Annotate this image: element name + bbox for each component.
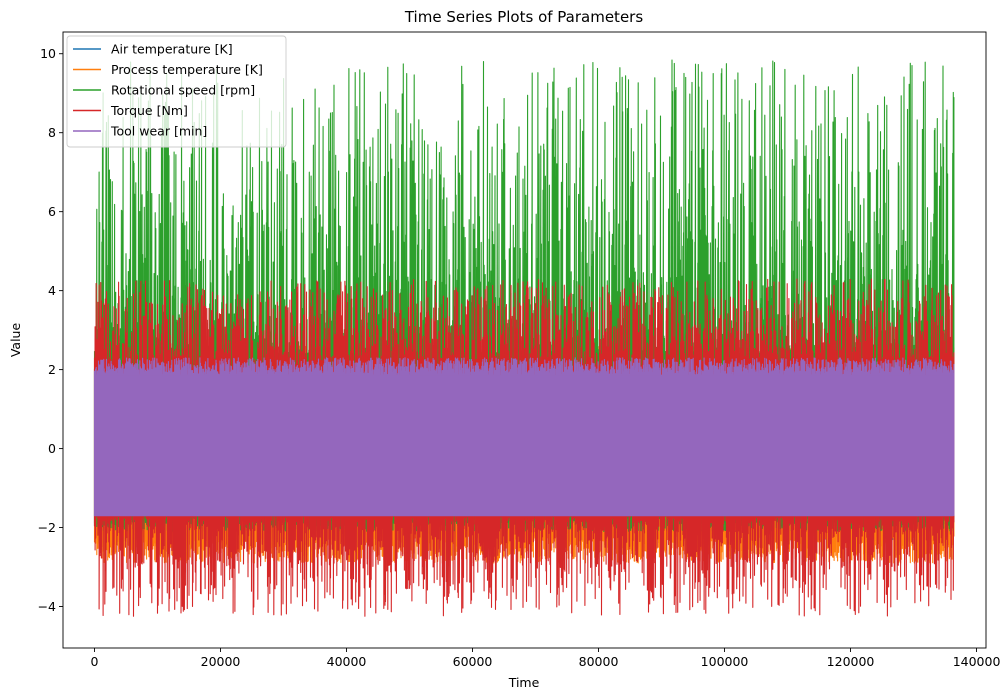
legend-label: Air temperature [K] — [111, 42, 233, 57]
x-tick-label: 100000 — [701, 654, 749, 669]
tool-wear-band — [94, 375, 954, 516]
x-tick-label: 0 — [91, 654, 99, 669]
x-tick-label: 20000 — [201, 654, 241, 669]
x-tick-label: 60000 — [453, 654, 493, 669]
x-tick-label: 120000 — [827, 654, 875, 669]
x-axis-title: Time — [508, 675, 540, 690]
legend-label: Tool wear [min] — [110, 124, 207, 139]
x-tick-label: 80000 — [579, 654, 619, 669]
y-tick-label: 8 — [48, 125, 56, 140]
y-tick-label: 4 — [48, 283, 56, 298]
y-tick-label: 6 — [48, 204, 56, 219]
y-axis: −4 −2 0 2 4 6 8 10 — [38, 46, 63, 614]
legend: Air temperature [K] Process temperature [… — [66, 35, 287, 148]
x-axis: 0 20000 40000 60000 80000 100000 120000 140000 — [91, 648, 1001, 669]
y-tick-label: 2 — [48, 362, 56, 377]
legend-label: Process temperature [K] — [111, 62, 263, 77]
legend-box — [66, 35, 287, 148]
y-axis-title: Value — [8, 323, 23, 358]
y-tick-label: 0 — [48, 441, 56, 456]
series-layer — [93, 59, 955, 617]
y-tick-label: −4 — [38, 599, 56, 614]
x-tick-label: 140000 — [953, 654, 1001, 669]
legend-label: Rotational speed [rpm] — [111, 83, 255, 98]
y-tick-label: −2 — [38, 520, 56, 535]
y-tick-label: 10 — [40, 46, 56, 61]
chart-title: Time Series Plots of Parameters — [404, 8, 643, 26]
x-tick-label: 40000 — [327, 654, 367, 669]
plot-frame — [62, 31, 987, 649]
legend-label: Torque [Nm] — [110, 103, 188, 118]
